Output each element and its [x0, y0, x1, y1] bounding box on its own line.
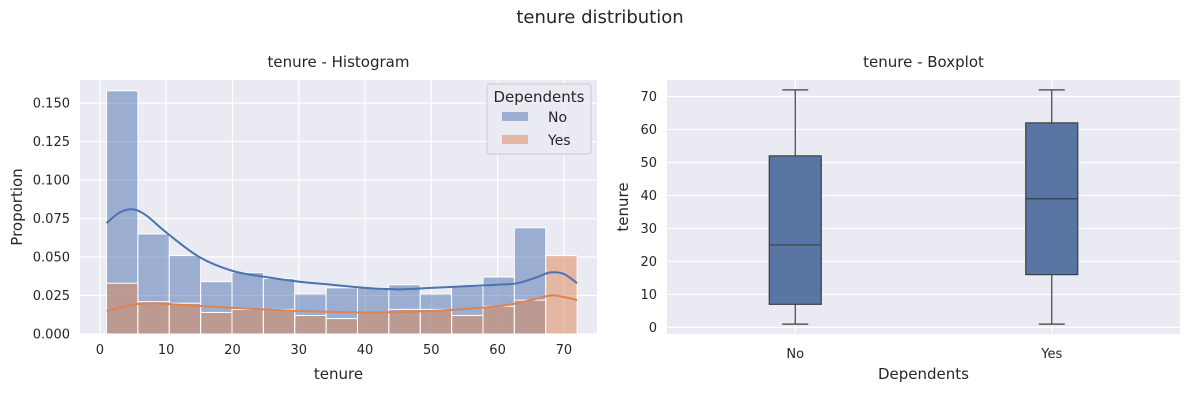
- boxplot-y-ticks: 0 10 20 30 40 50 60 70: [640, 90, 657, 336]
- histogram-x-ticks: 0 10 20 30 40 50 60 70: [96, 343, 572, 358]
- boxplot-y-tick-label: 50: [640, 156, 657, 171]
- legend-label-yes: Yes: [547, 133, 571, 149]
- legend-swatch-no: [502, 112, 528, 121]
- histogram-x-tick-label: 60: [489, 343, 506, 358]
- boxplot-x-axis-label: Dependents: [878, 365, 969, 383]
- boxplot-x-ticks: No Yes: [786, 347, 1062, 362]
- histogram-bar-yes: [294, 315, 327, 335]
- histogram-y-axis-label: Proportion: [8, 168, 26, 245]
- histogram-bar-yes: [231, 308, 264, 335]
- histogram-kde-line-yes: [106, 294, 578, 314]
- boxplot-y-tick-label: 70: [640, 90, 657, 105]
- legend-label-no: No: [548, 110, 567, 126]
- boxplot-y-axis-label: tenure: [614, 182, 632, 231]
- boxplot-title: tenure - Boxplot: [863, 53, 984, 71]
- histogram-bars: [106, 90, 578, 335]
- histogram-title: tenure - Histogram: [268, 53, 410, 71]
- histogram-x-tick-label: 40: [357, 343, 374, 358]
- histogram-x-tick-label: 10: [158, 343, 175, 358]
- boxplot-y-tick-label: 30: [640, 222, 657, 237]
- boxplot-box-no: [768, 155, 822, 305]
- histogram-bar-yes: [168, 302, 202, 335]
- histogram-x-tick-label: 0: [96, 343, 104, 358]
- histogram-bar-yes: [482, 305, 515, 335]
- histogram-bar-yes: [262, 308, 296, 335]
- boxplot-chart: No Yes 0 10 20 30 40 50 60 70 tenure - Boxplot D…: [614, 53, 1180, 383]
- histogram-bar-yes: [325, 318, 359, 335]
- histogram-y-tick-label: 0.050: [33, 251, 70, 266]
- boxplot-y-tick-label: 20: [640, 255, 657, 270]
- histogram-kde-line-no: [105, 208, 578, 291]
- histogram-bar-yes: [106, 282, 139, 335]
- boxplot-y-tick-label: 10: [640, 288, 657, 303]
- histogram-y-ticks: 0.000 0.025 0.050 0.075 0.100 0.125 0.150: [33, 97, 70, 343]
- boxplot-boxes: [768, 89, 1079, 325]
- boxplot-y-tick-label: 40: [640, 189, 657, 204]
- boxplot-y-tick-label: 0: [649, 321, 657, 336]
- histogram-x-axis-label: tenure: [314, 365, 363, 383]
- histogram-x-tick-label: 20: [224, 343, 241, 358]
- histogram-x-tick-label: 30: [290, 343, 307, 358]
- histogram-bar-yes: [357, 311, 390, 335]
- histogram-chart: 0 10 20 30 40 50 60 70 0.000 0.025 0.050 0.075 0.10…: [8, 53, 597, 383]
- histogram-kde-lines: [105, 208, 578, 314]
- legend-title: Dependents: [494, 88, 585, 106]
- histogram-y-tick-label: 0.125: [33, 135, 70, 150]
- histogram-bar-yes: [513, 299, 547, 335]
- histogram-bar-yes: [419, 308, 453, 335]
- histogram-y-tick-label: 0.075: [33, 212, 70, 227]
- histogram-legend: Dependents No Yes: [486, 83, 592, 155]
- histogram-bar-yes: [137, 301, 170, 335]
- histogram-x-tick-label: 70: [556, 343, 573, 358]
- histogram-y-tick-label: 0.100: [33, 174, 70, 189]
- boxplot-y-tick-label: 60: [640, 123, 657, 138]
- histogram-y-tick-label: 0.025: [33, 289, 70, 304]
- histogram-y-tick-label: 0.150: [33, 97, 70, 112]
- histogram-bar-yes: [200, 311, 233, 335]
- figure-title: tenure distribution: [516, 7, 683, 28]
- boxplot-x-tick-label: Yes: [1040, 347, 1062, 362]
- boxplot-grid: [667, 80, 1180, 334]
- boxplot-x-tick-label: No: [786, 347, 804, 362]
- legend-swatch-yes: [502, 135, 528, 144]
- histogram-y-tick-label: 0.000: [33, 328, 70, 343]
- histogram-x-tick-label: 50: [423, 343, 440, 358]
- boxplot-plot-area: [667, 80, 1180, 334]
- histogram-bar-yes: [451, 315, 484, 335]
